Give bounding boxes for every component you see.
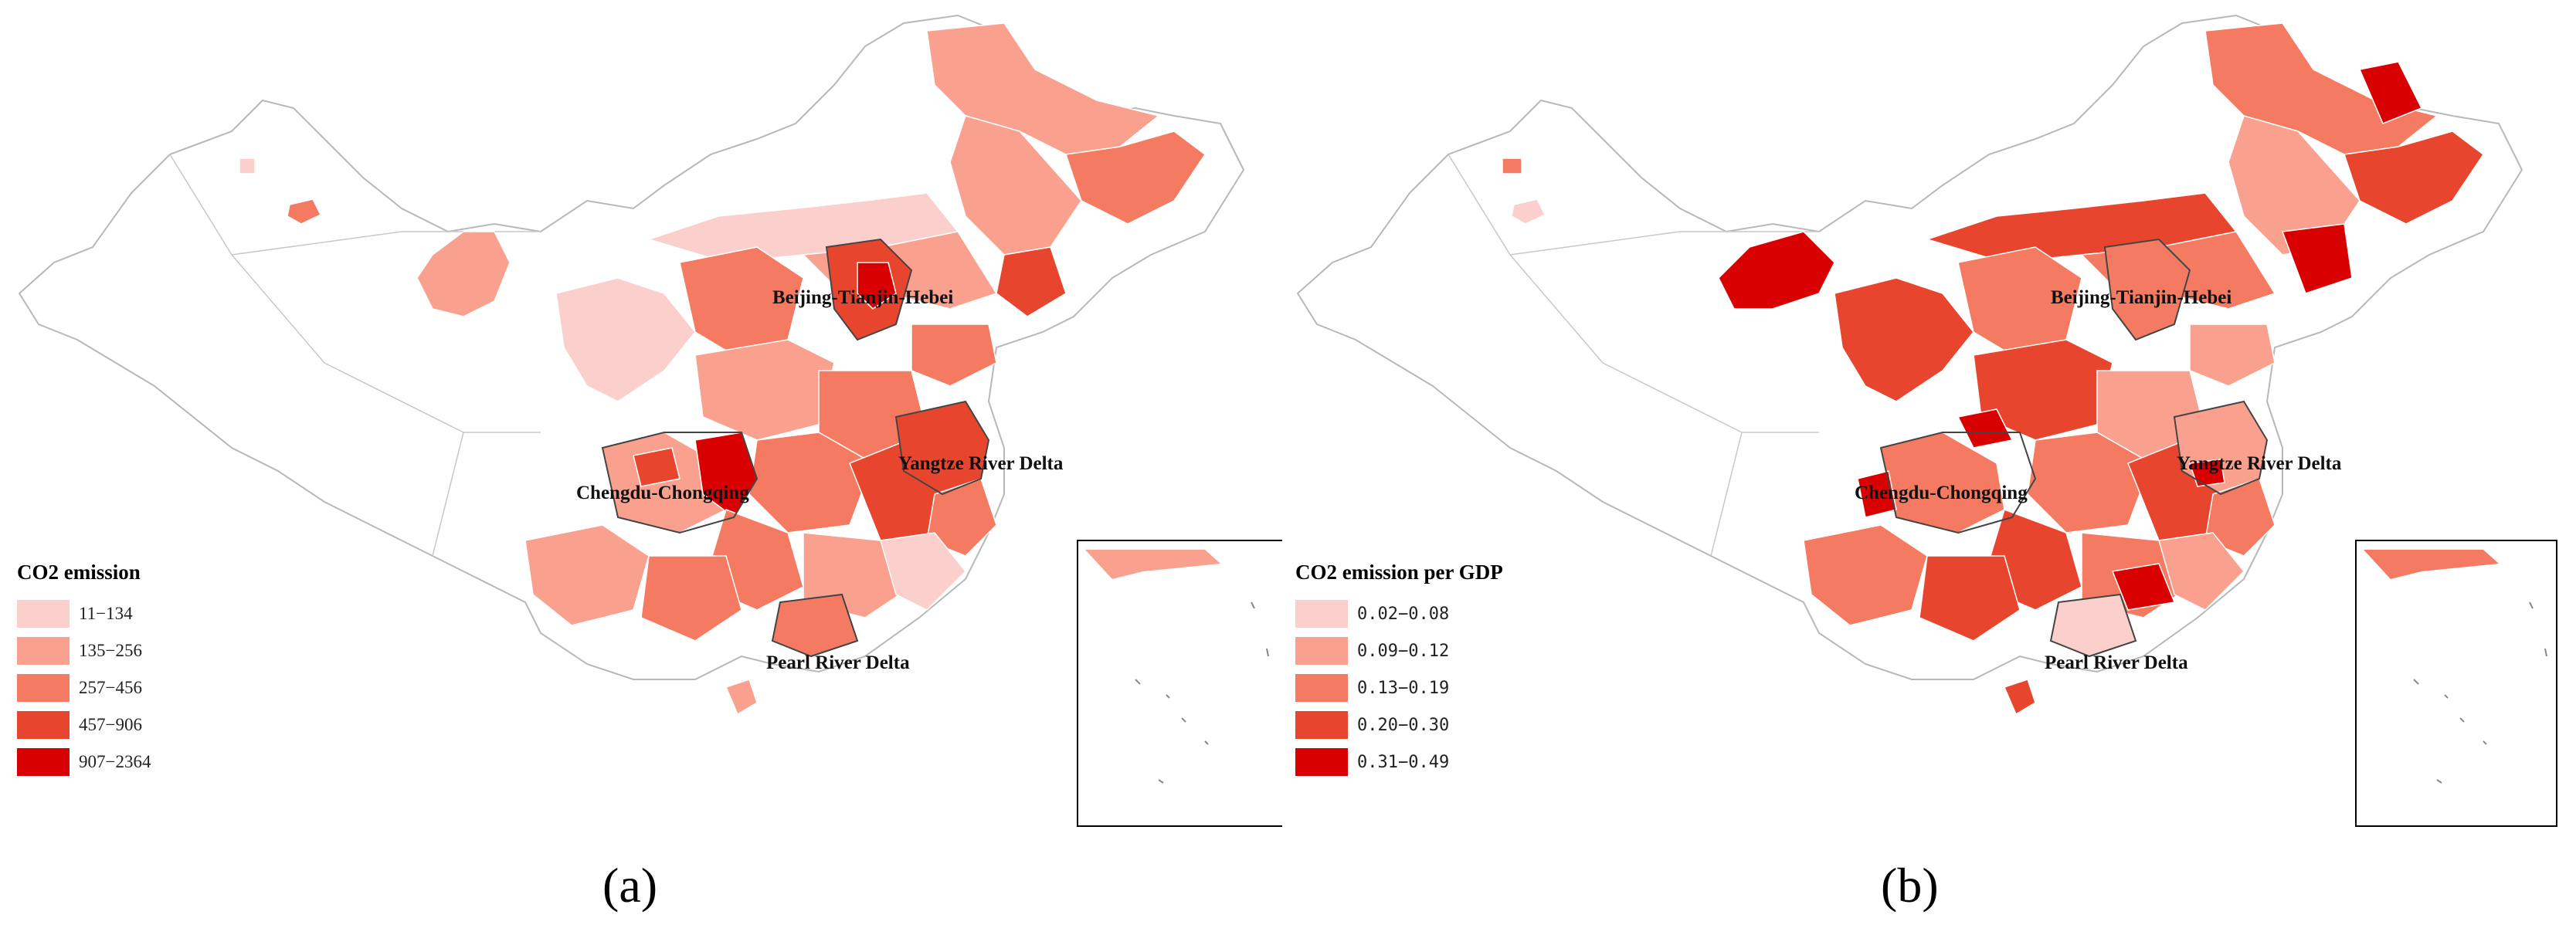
region-xj-small-2 [287,198,322,225]
label-cc: Chengdu-Chongqing [576,483,749,503]
south-china-sea-inset [1077,540,1282,827]
legend-label: 257−456 [79,678,142,697]
region-northeast-coast [996,246,1067,317]
legend-swatch [1295,748,1348,776]
region-guangxi [1919,555,2021,642]
label-prd: Pearl River Delta [766,652,910,673]
region-northwest [416,231,511,317]
region-hainan [725,679,758,716]
region-central-3 [748,432,874,534]
legend-swatch [1295,600,1348,628]
legend-b: CO2 emission per GDP 0.02−0.08 0.09−0.12… [1295,561,1503,781]
region-central-3 [2027,432,2152,534]
legend-label: 11−134 [79,604,133,623]
region-northeast-mid [2344,130,2485,225]
legend-swatch [1295,637,1348,665]
region-south-hot [2111,563,2176,611]
legend-title: CO2 emission [17,561,141,584]
legend-item: 135−256 [17,632,151,669]
region-xinjiang [1718,231,1835,310]
region-gansu [555,277,696,402]
map-panel-b: Beijing-Tianjin-Hebei Yangtze River Delt… [1278,0,2561,935]
legend-swatch [17,674,70,702]
choropleth-regions [239,22,1207,716]
region-northeast-coast [2281,223,2353,294]
legend-label: 0.02−0.08 [1357,604,1450,624]
region-south-3 [2158,532,2245,611]
legend-title: CO2 emission per GDP [1295,561,1503,584]
legend-swatch [1295,711,1348,739]
china-map-co2-emission: Beijing-Tianjin-Hebei Yangtze River Delt… [18,14,1282,827]
region-gansu [1834,277,1974,402]
legend-swatch [17,637,70,665]
inset-coast [1085,550,1220,579]
province-borders [169,154,541,557]
choropleth-regions [1502,22,2485,716]
label-yrd: Yangtze River Delta [2177,453,2342,474]
label-yrd: Yangtze River Delta [898,453,1064,474]
region-northeast-mid [1065,130,1207,225]
region-hainan [2003,679,2036,716]
legend-swatch [17,600,70,628]
legend-item: 0.31−0.49 [1295,744,1503,781]
region-yunnan [1803,524,1928,626]
label-bth: Beijing-Tianjin-Hebei [2051,287,2232,308]
region-xj-small-1 [239,158,256,174]
panel-caption-b: (b) [1881,858,1939,913]
legend-label: 0.31−0.49 [1357,752,1450,772]
china-map-co2-per-gdp: Beijing-Tianjin-Hebei Yangtze River Delt… [1296,14,2557,827]
legend-label: 0.13−0.19 [1357,678,1450,698]
region-shandong [911,324,997,387]
region-xj-small-1 [1502,158,1522,174]
province-borders [1448,154,1819,557]
legend-item: 0.20−0.30 [1295,706,1503,744]
region-northeast-hot [2358,61,2423,124]
legend-swatch [17,711,70,739]
legend-item: 0.13−0.19 [1295,669,1503,706]
legend-label: 0.09−0.12 [1357,641,1450,661]
region-yunnan [524,524,650,626]
region-cc-west [1857,470,1897,518]
region-cc-west [633,447,680,487]
legend-label: 135−256 [79,641,142,660]
region-central-hot [1957,408,2014,449]
legend-label: 907−2364 [79,752,151,771]
legend-a: CO2 emission 11−134 135−256 257−456 457−… [17,561,151,781]
legend-swatch [1295,674,1348,702]
south-china-sea-inset [2355,540,2557,827]
label-cc: Chengdu-Chongqing [1855,483,2028,503]
label-bth: Beijing-Tianjin-Hebei [772,287,953,308]
legend-swatch [17,748,70,776]
region-central-1 [694,339,835,441]
legend-label: 457−906 [79,715,142,734]
agglomeration-outlines [1879,238,2269,658]
agglomeration-outlines [601,238,990,658]
inset-islands [1135,601,1269,784]
region-south-3 [880,532,967,611]
region-bth-core [857,262,897,310]
region-shandong [2189,324,2276,387]
legend-item: 0.09−0.12 [1295,632,1503,669]
map-panel-a: Beijing-Tianjin-Hebei Yangtze River Delt… [0,0,1282,935]
legend-item: 0.02−0.08 [1295,595,1503,632]
panel-caption-a: (a) [602,858,658,913]
inset-coast [2364,550,2499,579]
legend-item: 907−2364 [17,744,151,781]
region-xj-small-2 [1511,198,1546,225]
label-prd: Pearl River Delta [2045,652,2188,673]
region-guangxi [640,555,742,642]
legend-item: 11−134 [17,595,151,632]
legend-item: 457−906 [17,706,151,744]
legend-item: 257−456 [17,669,151,706]
inset-islands [2413,601,2547,784]
legend-label: 0.20−0.30 [1357,715,1450,735]
